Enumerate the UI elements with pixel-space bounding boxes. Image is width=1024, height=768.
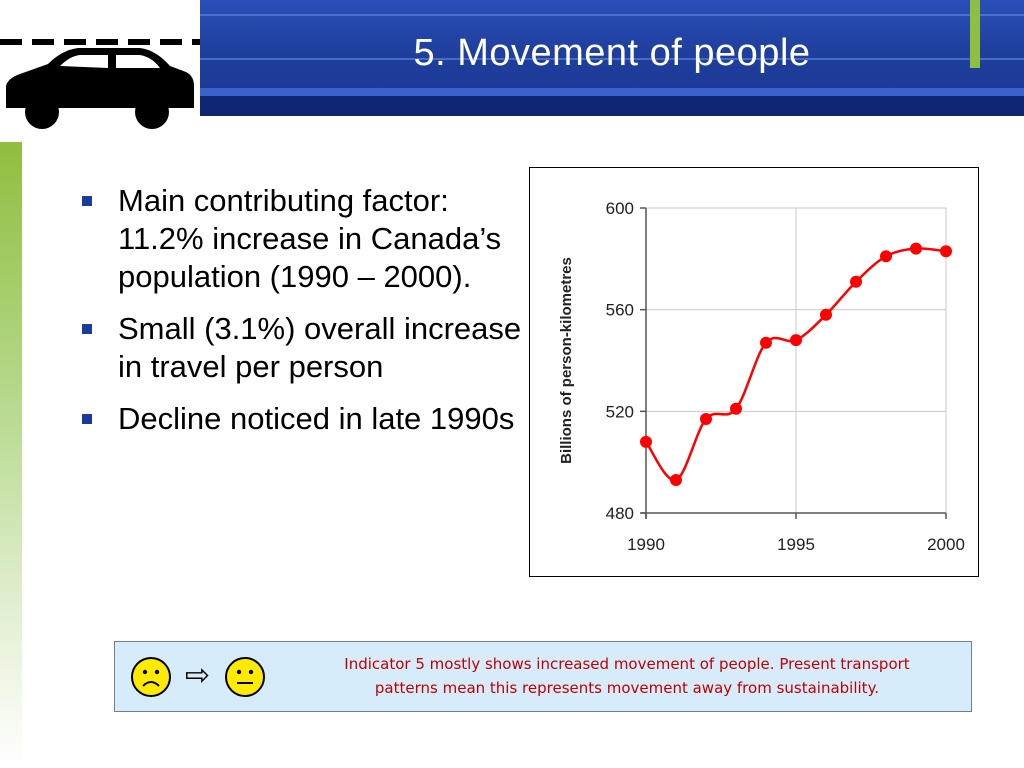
sad-face-icon xyxy=(131,657,171,697)
y-tick-label: 560 xyxy=(606,301,634,320)
car-icon xyxy=(0,39,200,129)
y-tick-label: 600 xyxy=(606,199,634,218)
line-chart: 480 520 560 600 1990 1995 2000 Billions of pers… xyxy=(558,199,965,554)
x-tick-label: 2000 xyxy=(927,535,965,554)
neutral-face-icon xyxy=(225,657,265,697)
bullet-item: Decline noticed in late 1990s xyxy=(78,400,528,438)
y-axis-label: Billions of person-kilometres xyxy=(558,257,575,464)
green-accent-bar xyxy=(970,0,980,68)
y-tick-label: 520 xyxy=(606,402,634,421)
left-accent-bar xyxy=(0,142,22,768)
bullet-item: Main contributing factor: 11.2% increase… xyxy=(78,182,528,296)
data-point xyxy=(820,308,832,321)
chart-panel: 480 520 560 600 1990 1995 2000 Billions of pers… xyxy=(529,167,979,577)
data-point xyxy=(790,334,802,347)
data-point xyxy=(760,336,772,349)
slide-title: 5. Movement of people xyxy=(413,32,811,74)
title-banner: 5. Movement of people xyxy=(200,0,1024,116)
data-point xyxy=(700,412,712,425)
indicator-text: Indicator 5 mostly shows increased movem… xyxy=(344,655,910,697)
data-point xyxy=(730,402,742,415)
bullet-marker-icon xyxy=(82,414,92,424)
bullet-marker-icon xyxy=(82,324,92,334)
logo xyxy=(0,0,200,142)
bullet-item: Small (3.1%) overall increase in travel … xyxy=(78,310,528,386)
x-tick-label: 1995 xyxy=(777,535,815,554)
bullet-list: Main contributing factor: 11.2% increase… xyxy=(78,182,528,452)
data-point xyxy=(910,242,922,255)
arrow-right-icon: ⇨ xyxy=(185,658,211,693)
data-point xyxy=(670,473,682,486)
data-point xyxy=(850,275,862,288)
data-point xyxy=(880,250,892,263)
x-tick-label: 1990 xyxy=(627,535,665,554)
data-point xyxy=(640,435,652,448)
data-point xyxy=(940,245,952,258)
indicator-box: ⇨ Indicator 5 mostly shows increased mov… xyxy=(114,641,972,712)
bullet-marker-icon xyxy=(82,196,92,206)
y-tick-label: 480 xyxy=(606,504,634,523)
